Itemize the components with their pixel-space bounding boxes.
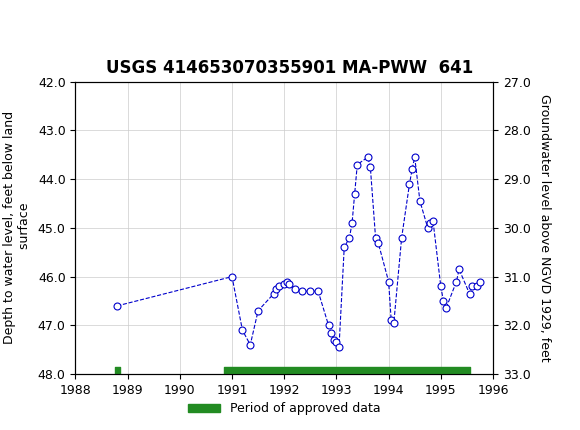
Text: ▒USGS: ▒USGS	[12, 15, 66, 37]
Y-axis label: Depth to water level, feet below land
 surface: Depth to water level, feet below land su…	[3, 111, 31, 344]
Y-axis label: Groundwater level above NGVD 1929, feet: Groundwater level above NGVD 1929, feet	[538, 94, 550, 362]
Text: USGS 414653070355901 MA-PWW  641: USGS 414653070355901 MA-PWW 641	[106, 59, 474, 77]
Legend: Period of approved data: Period of approved data	[183, 397, 385, 421]
